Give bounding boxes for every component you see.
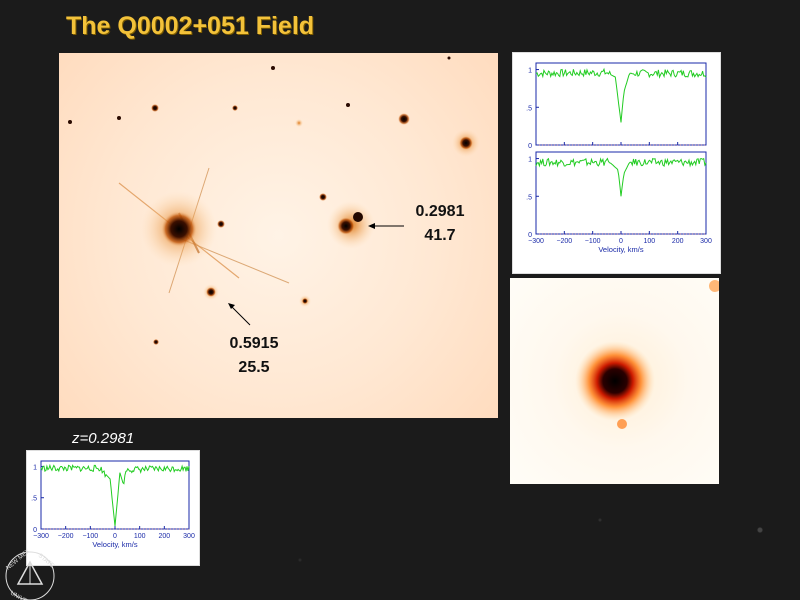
arrow-galaxy-a [368, 223, 404, 229]
y-tick-label: 1 [528, 68, 532, 75]
x-tick-label: 0 [113, 533, 117, 540]
spectrum-line [535, 157, 707, 197]
y-tick-label: 1 [528, 157, 532, 164]
x-tick-label: 300 [700, 238, 712, 245]
spectrum-plot-3: 0 .5 1 −300 −200 −100 0 100 200 300 Velocity, km/s [31, 460, 195, 549]
x-tick-label: −100 [82, 533, 98, 540]
x-tick-label: 200 [672, 238, 684, 245]
galaxy-b-value: 25.5 [238, 359, 270, 376]
redshift-label: z=0.2981 [72, 430, 135, 447]
spectrum-panel-bottom: 0 .5 1 −300 −200 −100 0 100 200 300 Velocity, km/s [26, 450, 200, 566]
y-tick-label: 0 [528, 232, 532, 239]
x-tick-label: 100 [134, 533, 146, 540]
galaxy-a-redshift: 0.2981 [415, 203, 465, 220]
galaxy-a-value: 41.7 [424, 227, 456, 244]
y-tick-label: 0 [33, 527, 37, 534]
university-seal-logo: NEW MEX STATE UNIVERSITY [0, 540, 60, 600]
annotation-galaxy-a: 0.2981 41.7 [405, 200, 475, 248]
svg-text:STATE: STATE [37, 553, 55, 569]
annotation-galaxy-b: 0.5915 25.5 [219, 332, 289, 380]
spectra-panel-top: 0.5 1 0.5 1 −300 −200 −100 0 100 200 300 Velocity,… [512, 52, 721, 274]
y-tick-label: 1 [33, 464, 37, 471]
plot-frame [535, 62, 707, 146]
field-image: 0.2981 41.7 0.5915 25.5 [59, 53, 498, 418]
y-tick-label: .5 [526, 105, 532, 112]
arrow-galaxy-b [228, 303, 251, 326]
x-tick-label: −100 [585, 238, 601, 245]
galaxy-b-redshift: 0.5915 [229, 335, 279, 352]
x-tick-label: 200 [158, 533, 170, 540]
x-tick-label: −300 [528, 238, 544, 245]
x-axis-label: Velocity, km/s [598, 245, 644, 254]
x-tick-label: −300 [33, 533, 49, 540]
spectrum-line [535, 67, 707, 123]
x-axis-label: Velocity, km/s [92, 540, 138, 549]
y-tick-label: 0 [528, 143, 532, 150]
x-tick-label: −200 [556, 238, 572, 245]
galaxy-a [327, 201, 375, 249]
y-tick-label: .5 [526, 194, 532, 201]
spectrum-line [40, 463, 190, 526]
plot-frame [40, 460, 190, 530]
spectrum-plot-2: 0 .5 1 −300 −200 −100 0 100 200 300 Velocity, km/s [526, 151, 712, 254]
x-tick-label: 300 [183, 533, 195, 540]
y-tick-label: .5 [31, 496, 37, 503]
slide-title: The Q0002+051 Field [66, 12, 315, 40]
x-tick-label: 0 [619, 238, 623, 245]
zoom-galaxy-image [510, 278, 719, 484]
spectrum-plot-1: 0.51 [526, 62, 707, 150]
bright-star [118, 167, 290, 294]
x-tick-label: −200 [58, 533, 74, 540]
x-tick-label: 100 [643, 238, 655, 245]
